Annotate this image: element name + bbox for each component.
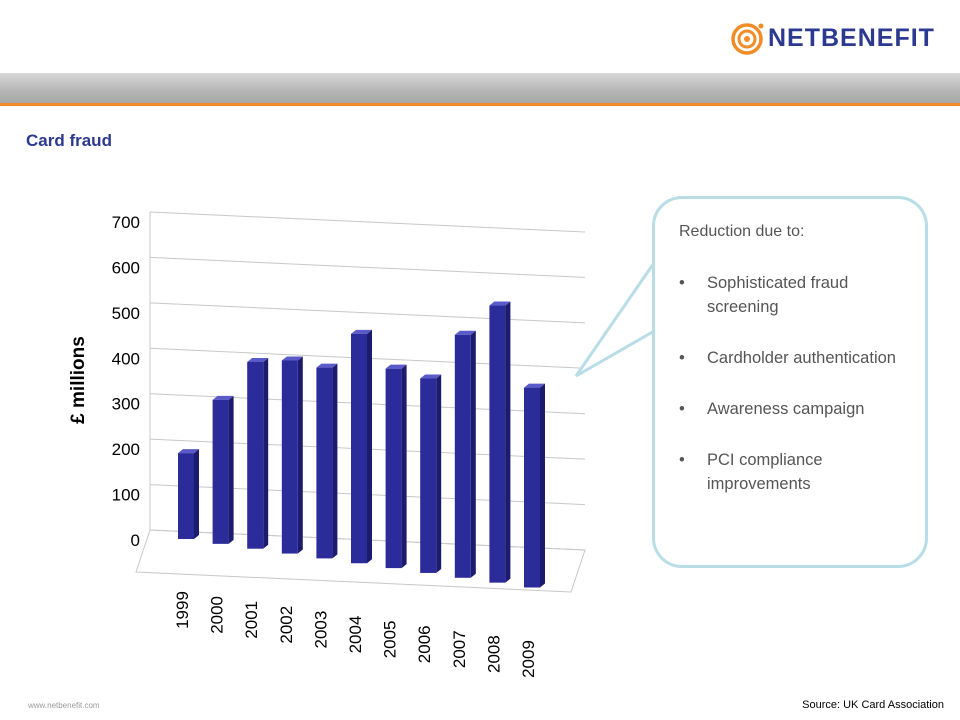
- netbenefit-spiral-icon: [731, 23, 764, 55]
- reduction-callout: Reduction due to: • Sophisticated fraud s…: [652, 196, 928, 568]
- bar-2009: [524, 383, 545, 588]
- gridline: [149, 256, 586, 278]
- bar-2000: [212, 395, 234, 544]
- y-tick-label: 0: [131, 531, 140, 550]
- callout-list: • Sophisticated fraud screening • Cardhold…: [675, 271, 915, 523]
- x-tick-label: 2003: [311, 611, 330, 649]
- x-tick-label: 2000: [208, 596, 227, 634]
- x-tick-label: 2001: [242, 601, 261, 639]
- bar-2002: [281, 356, 303, 554]
- callout-item: • Awareness campaign: [679, 400, 865, 418]
- y-axis-label: £ millions: [68, 336, 89, 424]
- chart-bars: [178, 301, 545, 588]
- y-tick-label: 100: [112, 486, 140, 505]
- gridline: [149, 211, 586, 233]
- y-tick-label: 300: [112, 395, 140, 414]
- y-tick-label: 400: [112, 349, 140, 368]
- x-axis-ticks: 1999 2000 2001 2002 2003 2004 2005 2006 2007 2008…: [173, 591, 538, 678]
- y-tick-label: 700: [112, 213, 140, 232]
- bar-2007: [454, 330, 476, 578]
- bar-2006: [420, 374, 442, 573]
- callout-pointer: [574, 255, 658, 378]
- x-tick-label: 2005: [381, 620, 400, 658]
- x-tick-label: 2002: [277, 606, 296, 644]
- gridline: [149, 302, 586, 324]
- y-tick-label: 500: [112, 304, 140, 323]
- bar-2008: [489, 301, 511, 583]
- header-band: [0, 73, 960, 103]
- footer-source: Source: UK Card Association: [802, 699, 944, 711]
- callout-item: • Cardholder authentication: [679, 349, 896, 367]
- netbenefit-logo: NETBENEFIT: [730, 20, 934, 56]
- callout-item: • Sophisticated fraud screening: [679, 274, 849, 316]
- header-accent-line: [0, 103, 960, 106]
- bar-2003: [316, 363, 338, 559]
- x-tick-label: 2008: [484, 635, 503, 673]
- callout-item: • PCI compliance improvements: [679, 451, 823, 493]
- x-tick-label: 2004: [346, 616, 365, 654]
- footer-url: www.netbenefit.com: [28, 701, 100, 710]
- bar-2004: [351, 329, 372, 564]
- x-tick-label: 1999: [173, 591, 192, 629]
- logo-text: NETBENEFIT: [768, 24, 935, 52]
- y-tick-label: 600: [112, 258, 140, 277]
- bar-1999: [178, 449, 199, 539]
- x-tick-label: 2009: [519, 640, 538, 678]
- y-tick-label: 200: [112, 440, 140, 459]
- bar-2001: [247, 357, 269, 549]
- x-tick-label: 2007: [450, 630, 469, 668]
- y-axis-ticks: 0 100 200 300 400 500 600 700: [112, 213, 140, 550]
- slide-title: Card fraud: [26, 131, 112, 150]
- callout-heading: Reduction due to:: [679, 223, 805, 240]
- bar-2005: [385, 364, 407, 569]
- x-tick-label: 2006: [415, 625, 434, 663]
